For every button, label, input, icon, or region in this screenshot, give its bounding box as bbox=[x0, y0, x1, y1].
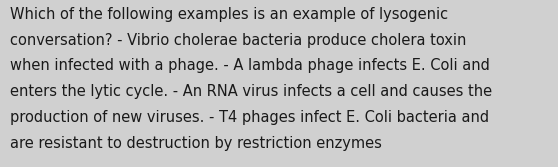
Text: when infected with a phage. - A lambda phage infects E. Coli and: when infected with a phage. - A lambda p… bbox=[10, 58, 490, 73]
Text: production of new viruses. - T4 phages infect E. Coli bacteria and: production of new viruses. - T4 phages i… bbox=[10, 110, 489, 125]
Text: are resistant to destruction by restriction enzymes: are resistant to destruction by restrict… bbox=[10, 136, 382, 151]
Text: conversation? - Vibrio cholerae bacteria produce cholera toxin: conversation? - Vibrio cholerae bacteria… bbox=[10, 33, 466, 48]
Text: enters the lytic cycle. - An RNA virus infects a cell and causes the: enters the lytic cycle. - An RNA virus i… bbox=[10, 84, 492, 99]
Text: Which of the following examples is an example of lysogenic: Which of the following examples is an ex… bbox=[10, 7, 448, 22]
